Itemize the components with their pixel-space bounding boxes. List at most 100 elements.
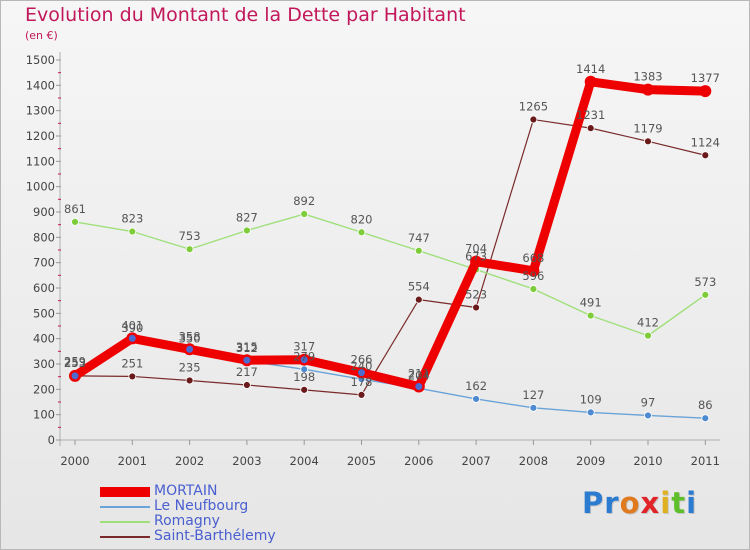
- data-label: 235: [179, 360, 201, 374]
- series-point-2: [185, 245, 194, 254]
- data-label: 259: [64, 354, 86, 368]
- data-label: 390: [121, 321, 143, 335]
- x-tick-label: 2002: [175, 454, 204, 468]
- data-label: 198: [293, 370, 315, 384]
- series-point-3: [128, 372, 137, 381]
- data-label: 820: [351, 212, 373, 226]
- series-point-inner-0: [186, 345, 194, 353]
- series-point-0: [642, 83, 654, 96]
- data-label: 253: [64, 356, 86, 370]
- legend-swatch-romagny: [100, 521, 150, 523]
- data-label: 312: [236, 341, 258, 355]
- legend-item-romagny: Romagny: [100, 513, 360, 529]
- y-tick-label: 200: [33, 382, 55, 396]
- series-point-inner-0: [243, 356, 251, 364]
- data-label: 673: [465, 250, 487, 264]
- y-tick-label: 900: [33, 205, 55, 219]
- chart-title: Evolution du Montant de la Dette par Hab…: [25, 4, 466, 26]
- x-tick-label: 2000: [60, 454, 89, 468]
- legend-item-saint-barthelemy: Saint-Barthélemy: [100, 528, 360, 544]
- series-point-3: [300, 385, 309, 394]
- legend-item-mortain: MORTAIN: [100, 483, 360, 499]
- series-point-3: [644, 137, 652, 146]
- series-point-inner-0: [128, 334, 136, 342]
- series-point-2: [414, 246, 423, 255]
- data-label: 491: [580, 296, 602, 310]
- logo-letter: i: [686, 486, 698, 520]
- y-tick-label: 1300: [26, 104, 55, 118]
- series-point-3: [242, 381, 251, 389]
- series-point-1: [701, 414, 710, 423]
- y-tick-label: 1100: [26, 154, 55, 168]
- data-label: 753: [179, 229, 201, 243]
- data-label: 266: [351, 353, 373, 367]
- data-label: 127: [522, 388, 544, 402]
- data-label: 240: [351, 359, 373, 373]
- legend-label-romagny: Romagny: [154, 513, 220, 529]
- data-label: 217: [236, 365, 258, 379]
- data-label: 279: [293, 349, 315, 363]
- series-point-0: [699, 85, 712, 98]
- series-point-3: [586, 124, 595, 133]
- data-label: 178: [351, 375, 373, 389]
- series-line-3: [74, 118, 706, 396]
- legend-swatch-mortain: [100, 487, 150, 497]
- logo-letter: P: [582, 486, 605, 520]
- x-tick-label: 2006: [404, 454, 433, 468]
- series-point-3: [185, 376, 194, 385]
- series-point-inner-0: [71, 372, 79, 380]
- y-tick-label: 1200: [26, 129, 55, 143]
- data-label: 211: [408, 367, 430, 381]
- series-point-0: [470, 255, 483, 268]
- data-label: 412: [637, 316, 659, 330]
- series-point-1: [472, 395, 481, 403]
- data-label: 861: [64, 202, 86, 216]
- data-label: 892: [293, 194, 315, 208]
- data-label: 204: [408, 368, 430, 382]
- legend-swatch-le-neufbourg: [100, 506, 150, 508]
- chart-subtitle: (en €): [25, 29, 58, 42]
- data-label: 401: [121, 318, 143, 332]
- x-tick-label: 2003: [232, 454, 261, 468]
- series-point-2: [300, 210, 309, 218]
- series-point-3: [529, 115, 538, 124]
- series-point-3: [414, 295, 423, 304]
- x-tick-label: 2007: [461, 454, 490, 468]
- y-tick-label: 0: [48, 433, 55, 447]
- data-label: 1265: [519, 100, 548, 114]
- x-tick-label: 2011: [691, 454, 720, 468]
- data-label: 109: [580, 392, 602, 406]
- data-label: 251: [121, 356, 143, 370]
- logo-letter: o: [619, 486, 641, 520]
- data-label: 827: [236, 210, 258, 224]
- logo-letter: t: [671, 486, 687, 520]
- y-tick-label: 500: [33, 306, 55, 320]
- x-tick-label: 2004: [290, 454, 319, 468]
- data-label: 523: [465, 288, 487, 302]
- series-point-2: [242, 226, 251, 235]
- x-tick-label: 2008: [519, 454, 548, 468]
- logo-letter: x: [640, 486, 661, 520]
- data-label: 747: [408, 231, 430, 245]
- series-point-1: [644, 411, 652, 420]
- series-line-2: [74, 213, 706, 337]
- data-label: 596: [522, 269, 544, 283]
- series-point-3: [357, 391, 366, 399]
- series-point-1: [300, 365, 309, 374]
- y-tick-label: 300: [33, 357, 55, 371]
- data-label: 704: [465, 242, 487, 256]
- series-line-0: [70, 77, 710, 392]
- data-label: 1124: [691, 135, 720, 149]
- series-point-inner-0: [300, 356, 308, 364]
- series-point-1: [586, 408, 595, 417]
- data-label: 1377: [691, 71, 720, 85]
- data-label: 317: [293, 340, 315, 354]
- y-tick-label: 100: [33, 408, 55, 422]
- series-point-3: [472, 303, 481, 312]
- x-tick-label: 2005: [347, 454, 376, 468]
- proxiti-logo: Proxiti: [582, 486, 697, 520]
- data-label: 253: [64, 356, 86, 370]
- series-point-2: [71, 217, 79, 226]
